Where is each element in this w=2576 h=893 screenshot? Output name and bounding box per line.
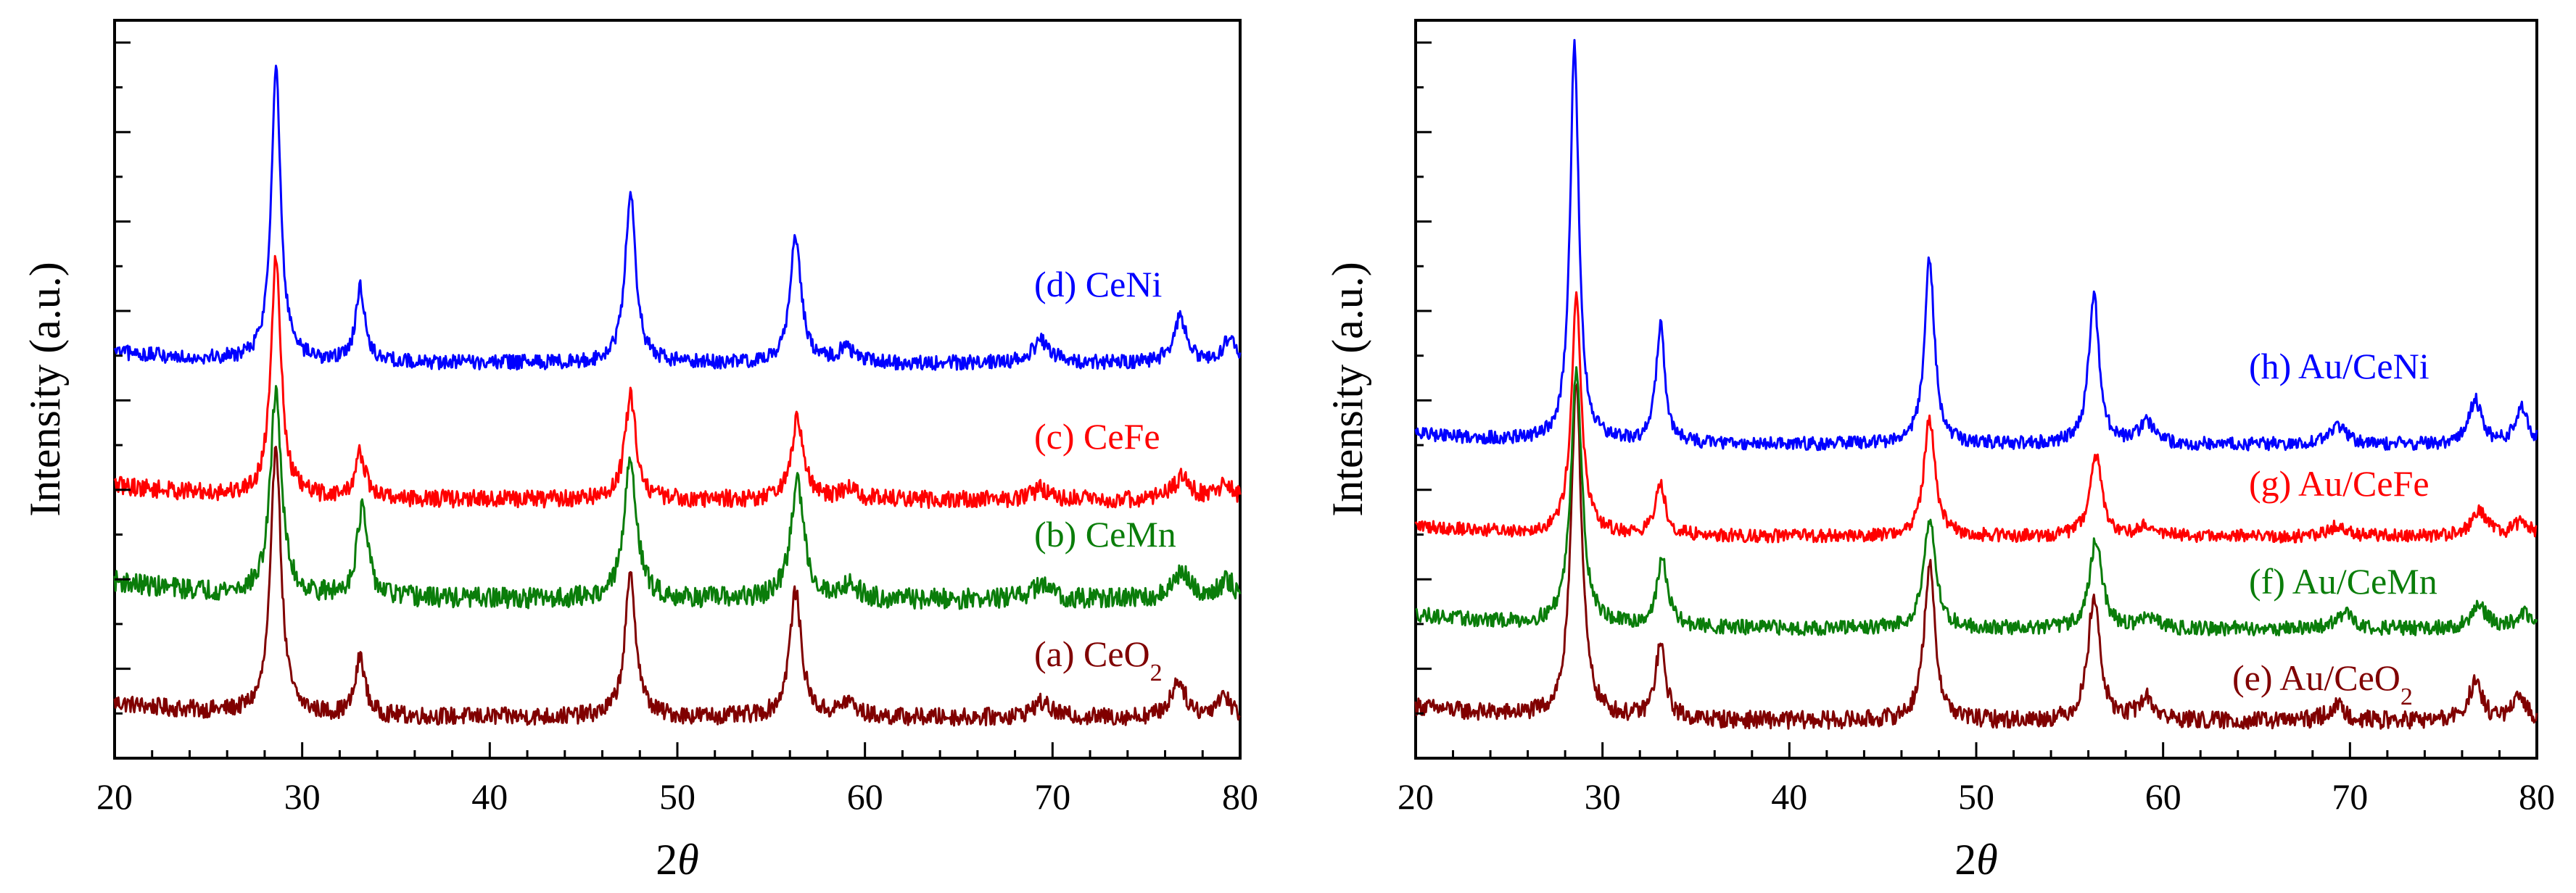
right-series-e-line	[1414, 383, 2538, 730]
right-y-axis-title: Intensity (a.u.)	[1324, 262, 1371, 517]
left-series-c-line	[113, 254, 1242, 510]
right-ticks	[1414, 41, 2538, 760]
left-x-tick-label-50: 50	[659, 776, 695, 817]
right-label-e: (e) Au/CeO2	[2232, 657, 2413, 710]
right-series-h-line	[1414, 38, 2538, 452]
right-x-axis-title-theta: θ	[1976, 836, 1997, 884]
left-x-tick-label-40: 40	[471, 776, 508, 817]
right-x-tick-label-80: 80	[2519, 776, 2555, 817]
right-traces	[1414, 38, 2538, 730]
right-label-h: (h) Au/CeNi	[2249, 346, 2430, 386]
right-x-tick-label-60: 60	[2145, 776, 2181, 817]
left-y-axis-title: Intensity (a.u.)	[21, 262, 69, 517]
left-label-c: (c) CeFe	[1034, 416, 1160, 457]
left-label-a: (a) CeO2	[1034, 634, 1163, 686]
right-label-g: (g) Au/CeFe	[2249, 463, 2430, 504]
right-series-g-line	[1414, 291, 2538, 544]
left-x-axis-title-theta: θ	[677, 836, 698, 884]
left-ticks	[113, 41, 1242, 760]
right-x-tick-label-40: 40	[1771, 776, 1807, 817]
left-series-b-line	[113, 385, 1242, 610]
left-x-tick-label-60: 60	[847, 776, 883, 817]
right-x-axis-title-prefix: 2	[1954, 836, 1976, 884]
right-x-tick-label-50: 50	[1958, 776, 1994, 817]
left-x-tick-label-70: 70	[1034, 776, 1070, 817]
left-label-d: (d) CeNi	[1034, 264, 1162, 304]
right-x-tick-label-20: 20	[1398, 776, 1434, 817]
right-x-tick-label-70: 70	[2332, 776, 2368, 817]
left-x-axis-title: 2θ	[656, 836, 698, 884]
right-x-axis-title: 2θ	[1954, 836, 1997, 884]
left-traces	[113, 65, 1242, 727]
right-plot-frame	[1414, 19, 2538, 760]
right-x-tick-label-30: 30	[1585, 776, 1621, 817]
right-label-e-text: (e) Au/CeO	[2232, 657, 2400, 698]
left-series-a-line	[113, 446, 1241, 727]
right-label-e-subscript: 2	[2400, 684, 2413, 710]
left-x-axis-title-prefix: 2	[656, 836, 677, 884]
left-series-d-line	[113, 65, 1242, 371]
left-x-tick-label-20: 20	[96, 776, 133, 817]
left-chart-panel: 20 30 40 50 60 70 80 2θ Intensity (a.u.)…	[21, 19, 1258, 884]
right-series-f-line	[1415, 366, 2538, 637]
left-label-a-text: (a) CeO	[1034, 634, 1150, 674]
right-label-f: (f) Au/CeMn	[2249, 561, 2437, 602]
right-chart-panel: 20 30 40 50 60 70 80 2θ Intensity (a.u.)…	[1324, 19, 2555, 884]
left-x-tick-label-30: 30	[284, 776, 321, 817]
left-label-b: (b) CeMn	[1034, 514, 1176, 555]
left-x-tick-label-80: 80	[1222, 776, 1258, 817]
left-label-a-subscript: 2	[1150, 660, 1163, 686]
